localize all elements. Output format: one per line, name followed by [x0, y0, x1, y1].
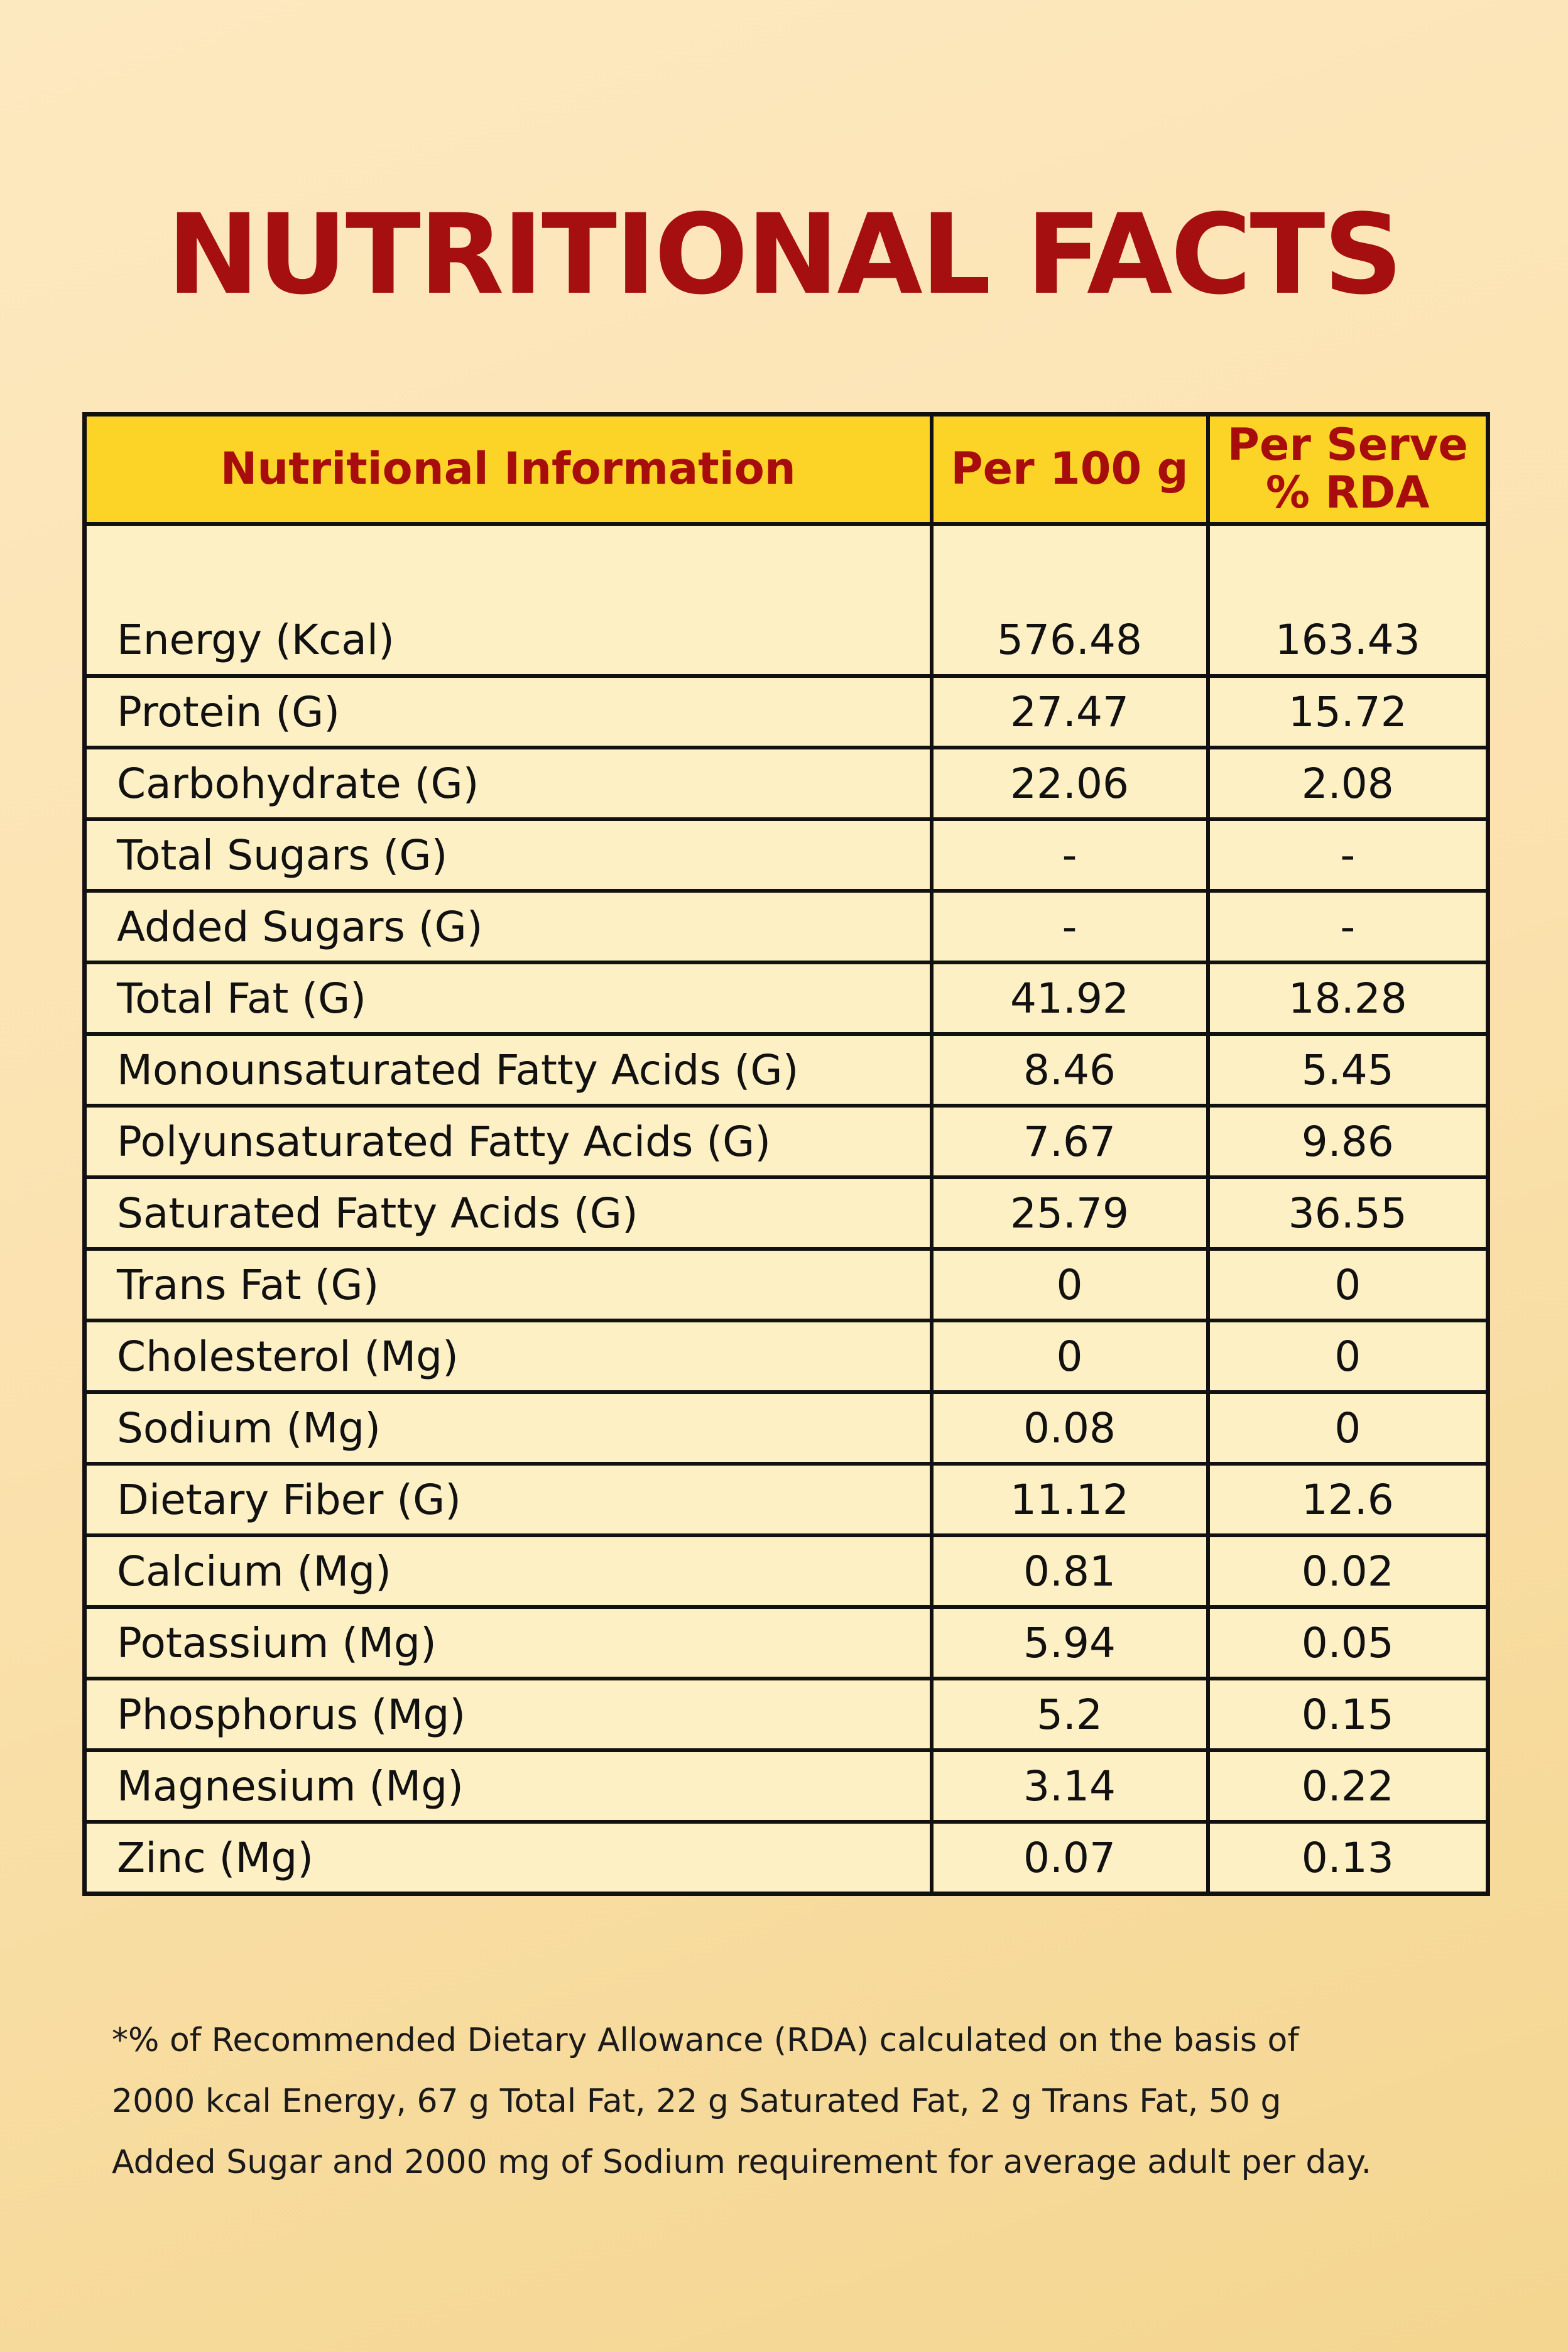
nutrient-name: Cholesterol (Mg)	[82, 1319, 934, 1394]
per-100g-value: 25.79	[929, 1175, 1210, 1251]
rda-value: 0	[1206, 1247, 1490, 1322]
per-100g-value: -	[929, 817, 1210, 893]
table-row: Monounsaturated Fatty Acids (G) 8.46 5.45	[82, 1032, 1490, 1108]
nutrient-name: Total Fat (G)	[82, 961, 934, 1036]
table-row: Total Sugars (G) - -	[82, 817, 1490, 893]
per-100g-value: 5.94	[929, 1605, 1210, 1680]
table-row: Dietary Fiber (G) 11.12 12.6	[82, 1462, 1490, 1537]
table-row: Saturated Fatty Acids (G) 25.79 36.55	[82, 1175, 1490, 1251]
per-100g-value: 3.14	[929, 1748, 1210, 1824]
nutrient-name: Added Sugars (G)	[82, 889, 934, 964]
rda-value: 0.02	[1206, 1533, 1490, 1609]
rda-value: 9.86	[1206, 1104, 1490, 1179]
table-row: Total Fat (G) 41.92 18.28	[82, 961, 1490, 1036]
table-row: Added Sugars (G) - -	[82, 889, 1490, 964]
rda-value: 12.6	[1206, 1462, 1490, 1537]
table-row: Calcium (Mg) 0.81 0.02	[82, 1533, 1490, 1609]
footnote-line-1: *% of Recommended Dietary Allowance (RDA…	[112, 2022, 1299, 2059]
rda-value: 15.72	[1206, 674, 1490, 749]
rda-value: 2.08	[1206, 746, 1490, 821]
header-per-100g: Per 100 g	[929, 412, 1210, 526]
nutrient-name: Saturated Fatty Acids (G)	[82, 1175, 934, 1251]
footnote-line-2: 2000 kcal Energy, 67 g Total Fat, 22 g S…	[112, 2082, 1282, 2120]
nutrient-name: Magnesium (Mg)	[82, 1748, 934, 1824]
rda-footnote: *% of Recommended Dietary Allowance (RDA…	[112, 2010, 1494, 2193]
per-100g-value: 22.06	[929, 746, 1210, 821]
nutrient-name: Sodium (Mg)	[82, 1390, 934, 1466]
header-nutritional-information: Nutritional Information	[82, 412, 934, 526]
table-row: Carbohydrate (G) 22.06 2.08	[82, 746, 1490, 821]
header-per-serve-line1: Per Serve	[1227, 419, 1468, 471]
nutrient-name: Zinc (Mg)	[82, 1820, 934, 1896]
per-100g-value: 0.08	[929, 1390, 1210, 1466]
nutrient-name: Trans Fat (G)	[82, 1247, 934, 1322]
header-per-serve-rda: Per Serve % RDA	[1206, 412, 1490, 526]
table-row: Trans Fat (G) 0 0	[82, 1247, 1490, 1322]
per-100g-value: 41.92	[929, 961, 1210, 1036]
per-100g-value: 576.48	[929, 522, 1210, 678]
per-100g-value: 8.46	[929, 1032, 1210, 1108]
footnote-line-3: Added Sugar and 2000 mg of Sodium requir…	[112, 2143, 1372, 2181]
rda-value: 18.28	[1206, 961, 1490, 1036]
rda-value: -	[1206, 889, 1490, 964]
per-100g-value: 0.07	[929, 1820, 1210, 1896]
nutrient-name: Protein (G)	[82, 674, 934, 749]
per-100g-value: 7.67	[929, 1104, 1210, 1179]
table-row: Sodium (Mg) 0.08 0	[82, 1390, 1490, 1466]
per-100g-value: -	[929, 889, 1210, 964]
per-100g-value: 0	[929, 1319, 1210, 1394]
rda-value: -	[1206, 817, 1490, 893]
rda-value: 0.22	[1206, 1748, 1490, 1824]
per-100g-value: 27.47	[929, 674, 1210, 749]
table-row: Potassium (Mg) 5.94 0.05	[82, 1605, 1490, 1680]
table-row: Polyunsaturated Fatty Acids (G) 7.67 9.86	[82, 1104, 1490, 1179]
rda-value: 163.43	[1206, 522, 1490, 678]
table-row: Energy (Kcal) 576.48 163.43	[82, 522, 1490, 678]
per-100g-value: 5.2	[929, 1677, 1210, 1752]
per-100g-value: 11.12	[929, 1462, 1210, 1537]
table-header-row: Nutritional Information Per 100 g Per Se…	[82, 412, 1490, 526]
nutrient-name: Calcium (Mg)	[82, 1533, 934, 1609]
nutrient-name: Total Sugars (G)	[82, 817, 934, 893]
rda-value: 0	[1206, 1390, 1490, 1466]
nutrient-name: Dietary Fiber (G)	[82, 1462, 934, 1537]
page-title: NUTRITIONAL FACTS	[166, 190, 1403, 319]
nutrient-name: Polyunsaturated Fatty Acids (G)	[82, 1104, 934, 1179]
nutrition-table: Nutritional Information Per 100 g Per Se…	[82, 412, 1490, 1896]
nutrient-name: Carbohydrate (G)	[82, 746, 934, 821]
rda-value: 5.45	[1206, 1032, 1490, 1108]
nutrient-name: Monounsaturated Fatty Acids (G)	[82, 1032, 934, 1108]
nutrient-name: Energy (Kcal)	[82, 522, 934, 678]
rda-value: 0	[1206, 1319, 1490, 1394]
nutrient-name: Potassium (Mg)	[82, 1605, 934, 1680]
rda-value: 0.13	[1206, 1820, 1490, 1896]
table-row: Cholesterol (Mg) 0 0	[82, 1319, 1490, 1394]
table-row: Protein (G) 27.47 15.72	[82, 674, 1490, 749]
per-100g-value: 0.81	[929, 1533, 1210, 1609]
header-per-serve-line2: % RDA	[1265, 467, 1430, 518]
per-100g-value: 0	[929, 1247, 1210, 1322]
table-row: Magnesium (Mg) 3.14 0.22	[82, 1748, 1490, 1824]
rda-value: 0.05	[1206, 1605, 1490, 1680]
table-row: Phosphorus (Mg) 5.2 0.15	[82, 1677, 1490, 1752]
rda-value: 36.55	[1206, 1175, 1490, 1251]
rda-value: 0.15	[1206, 1677, 1490, 1752]
nutrient-name: Phosphorus (Mg)	[82, 1677, 934, 1752]
table-row: Zinc (Mg) 0.07 0.13	[82, 1820, 1490, 1896]
